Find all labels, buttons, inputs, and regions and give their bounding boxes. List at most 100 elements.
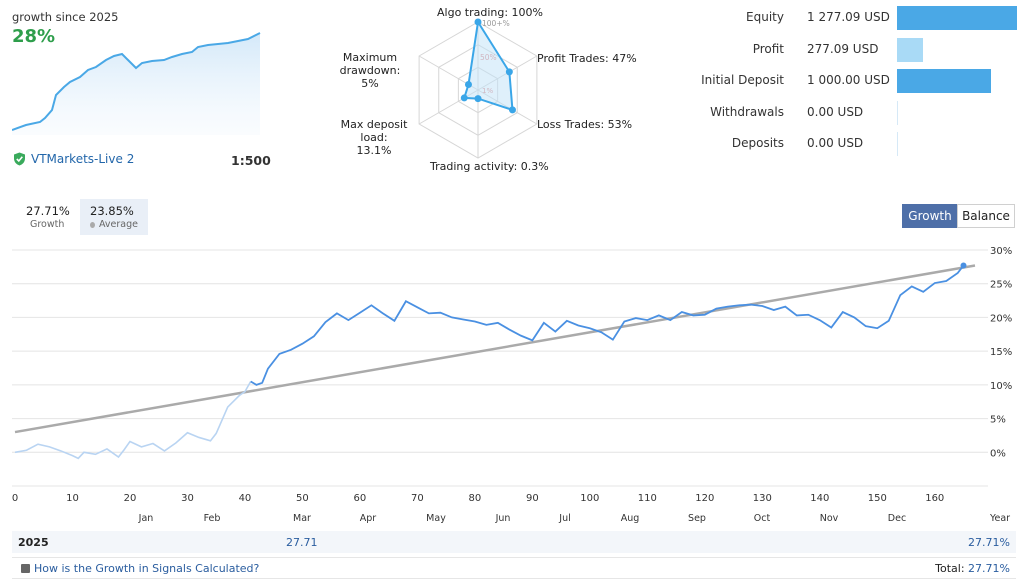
radar-label-trading-activity: Trading activity: 0.3% xyxy=(430,160,549,173)
stat-row-deposits: Deposits 0.00 USD xyxy=(700,132,1020,156)
growth-chart: 30% 25% 20% 15% 10% 5% 0% 0 10 20 30 40 50 60 70 80 90 1… xyxy=(12,246,1012,524)
year-total-value: 27.71% xyxy=(968,535,1010,549)
radar-ring-label-100: 100+% xyxy=(482,19,510,28)
radar-label-deposit-load-value: 13.1% xyxy=(356,144,392,157)
month-label: Dec xyxy=(888,513,906,524)
stat-value: 277.09 USD xyxy=(807,41,879,56)
x-tick-label: 110 xyxy=(638,493,657,504)
x-tick-label: 130 xyxy=(753,493,772,504)
growth-line xyxy=(250,264,965,386)
radar-value-point xyxy=(505,68,513,76)
balance-tab-button[interactable]: Balance xyxy=(957,204,1015,228)
month-label: Year xyxy=(989,513,1010,524)
growth-line-early xyxy=(14,381,252,460)
stat-bar xyxy=(897,132,898,156)
month-label: Feb xyxy=(204,513,221,524)
x-tick-label: 30 xyxy=(181,493,194,504)
legend-growth[interactable]: 27.71% Growth xyxy=(16,199,74,235)
y-tick-label: 30% xyxy=(990,246,1012,257)
stat-bar xyxy=(897,37,924,62)
radar-label-max-drawdown-title: Maximum drawdown: xyxy=(339,51,401,77)
month-label: Jun xyxy=(495,513,511,524)
radar-value-point xyxy=(474,18,482,26)
growth-percent: 28% xyxy=(12,26,56,47)
x-tick-label: 90 xyxy=(526,493,539,504)
x-tick-label: 10 xyxy=(66,493,79,504)
help-row: How is the Growth in Signals Calculated?… xyxy=(12,557,1016,579)
stat-row-profit: Profit 277.09 USD xyxy=(700,37,1020,62)
chart-series xyxy=(14,262,976,460)
x-tick-label: 100 xyxy=(580,493,599,504)
growth-tab-button[interactable]: Growth xyxy=(902,204,958,228)
radar-label-deposit-load: Max deposit load: 13.1% xyxy=(330,118,418,157)
y-tick-label: 10% xyxy=(990,381,1012,392)
x-tick-label: 120 xyxy=(695,493,714,504)
radar-value-points xyxy=(460,18,516,114)
month-label: Sep xyxy=(688,513,706,524)
leverage-value: 1:500 xyxy=(231,153,271,168)
y-axis-ticks: 30% 25% 20% 15% 10% 5% 0% xyxy=(990,246,1012,459)
month-label: Oct xyxy=(754,513,771,524)
month-label: Aug xyxy=(621,513,640,524)
x-tick-label: 0 xyxy=(12,493,18,504)
year-label: 2025 xyxy=(18,535,49,549)
x-tick-label: 60 xyxy=(354,493,367,504)
x-tick-label: 150 xyxy=(868,493,887,504)
radar-value-point xyxy=(474,95,482,103)
legend-average-value: 23.85% xyxy=(90,204,134,218)
legend-average-key: Average xyxy=(90,219,138,230)
help-growth-calculation-link[interactable]: How is the Growth in Signals Calculated? xyxy=(34,561,260,575)
total-label: Total: xyxy=(935,561,965,575)
month-label: Nov xyxy=(820,513,839,524)
month-label: Jan xyxy=(138,513,154,524)
stat-label: Withdrawals xyxy=(710,104,784,119)
y-tick-label: 20% xyxy=(990,313,1012,324)
stat-row-equity: Equity 1 277.09 USD xyxy=(700,6,1020,30)
y-tick-label: 0% xyxy=(990,448,1006,459)
y-tick-label: 25% xyxy=(990,280,1012,291)
x-tick-label: 140 xyxy=(810,493,829,504)
radar-value-point xyxy=(508,106,516,114)
year-month-value: 27.71 xyxy=(286,535,318,549)
mini-growth-chart xyxy=(12,32,261,135)
x-tick-label: 40 xyxy=(239,493,252,504)
stat-label: Initial Deposit xyxy=(701,73,784,87)
stat-value: 1 277.09 USD xyxy=(807,10,890,24)
month-label: May xyxy=(426,513,446,524)
year-row: 2025 27.71 27.71% xyxy=(12,531,1016,553)
radar-label-max-drawdown-value: 5% xyxy=(361,77,379,90)
average-line xyxy=(14,264,976,434)
help-book-icon xyxy=(21,563,30,573)
stat-label: Deposits xyxy=(731,136,784,150)
legend-growth-value: 27.71% xyxy=(26,204,70,218)
mini-growth-area xyxy=(12,33,260,135)
mini-growth-line xyxy=(12,32,261,131)
legend-average[interactable]: 23.85% Average xyxy=(80,199,148,235)
stat-value: 0.00 USD xyxy=(807,136,864,150)
verified-shield-icon xyxy=(14,152,25,166)
legend-growth-key: Growth xyxy=(26,219,64,230)
x-tick-label: 50 xyxy=(296,493,309,504)
radar-label-deposit-load-title: Max deposit load: xyxy=(340,118,408,144)
stat-row-withdrawals: Withdrawals 0.00 USD xyxy=(700,100,1020,125)
growth-since-label: growth since 2025 xyxy=(12,10,119,24)
chart-grid xyxy=(12,249,988,487)
radar-label-loss-trades: Loss Trades: 53% xyxy=(537,118,633,131)
legend-growth-label: Growth xyxy=(30,219,65,230)
radar-value-point xyxy=(460,94,468,102)
stat-value: 1 000.00 USD xyxy=(807,73,890,87)
x-tick-label: 80 xyxy=(469,493,482,504)
broker-name[interactable]: VTMarkets-Live 2 xyxy=(31,152,135,166)
radar-label-algo: Algo trading: 100% xyxy=(437,6,544,19)
radar-label-max-drawdown: Maximum drawdown: 5% xyxy=(318,51,422,90)
stat-bar xyxy=(897,6,1017,30)
y-tick-label: 5% xyxy=(990,415,1006,426)
stat-bar xyxy=(897,100,898,125)
y-tick-label: 15% xyxy=(990,347,1012,358)
legend-average-dot xyxy=(90,221,95,228)
radar-label-profit-trades: Profit Trades: 47% xyxy=(537,52,637,65)
stat-label: Profit xyxy=(752,41,784,56)
x-tick-label: 20 xyxy=(124,493,137,504)
broker-server[interactable]: VTMarkets-Live 2 xyxy=(13,152,134,166)
growth-end-point xyxy=(960,262,967,269)
